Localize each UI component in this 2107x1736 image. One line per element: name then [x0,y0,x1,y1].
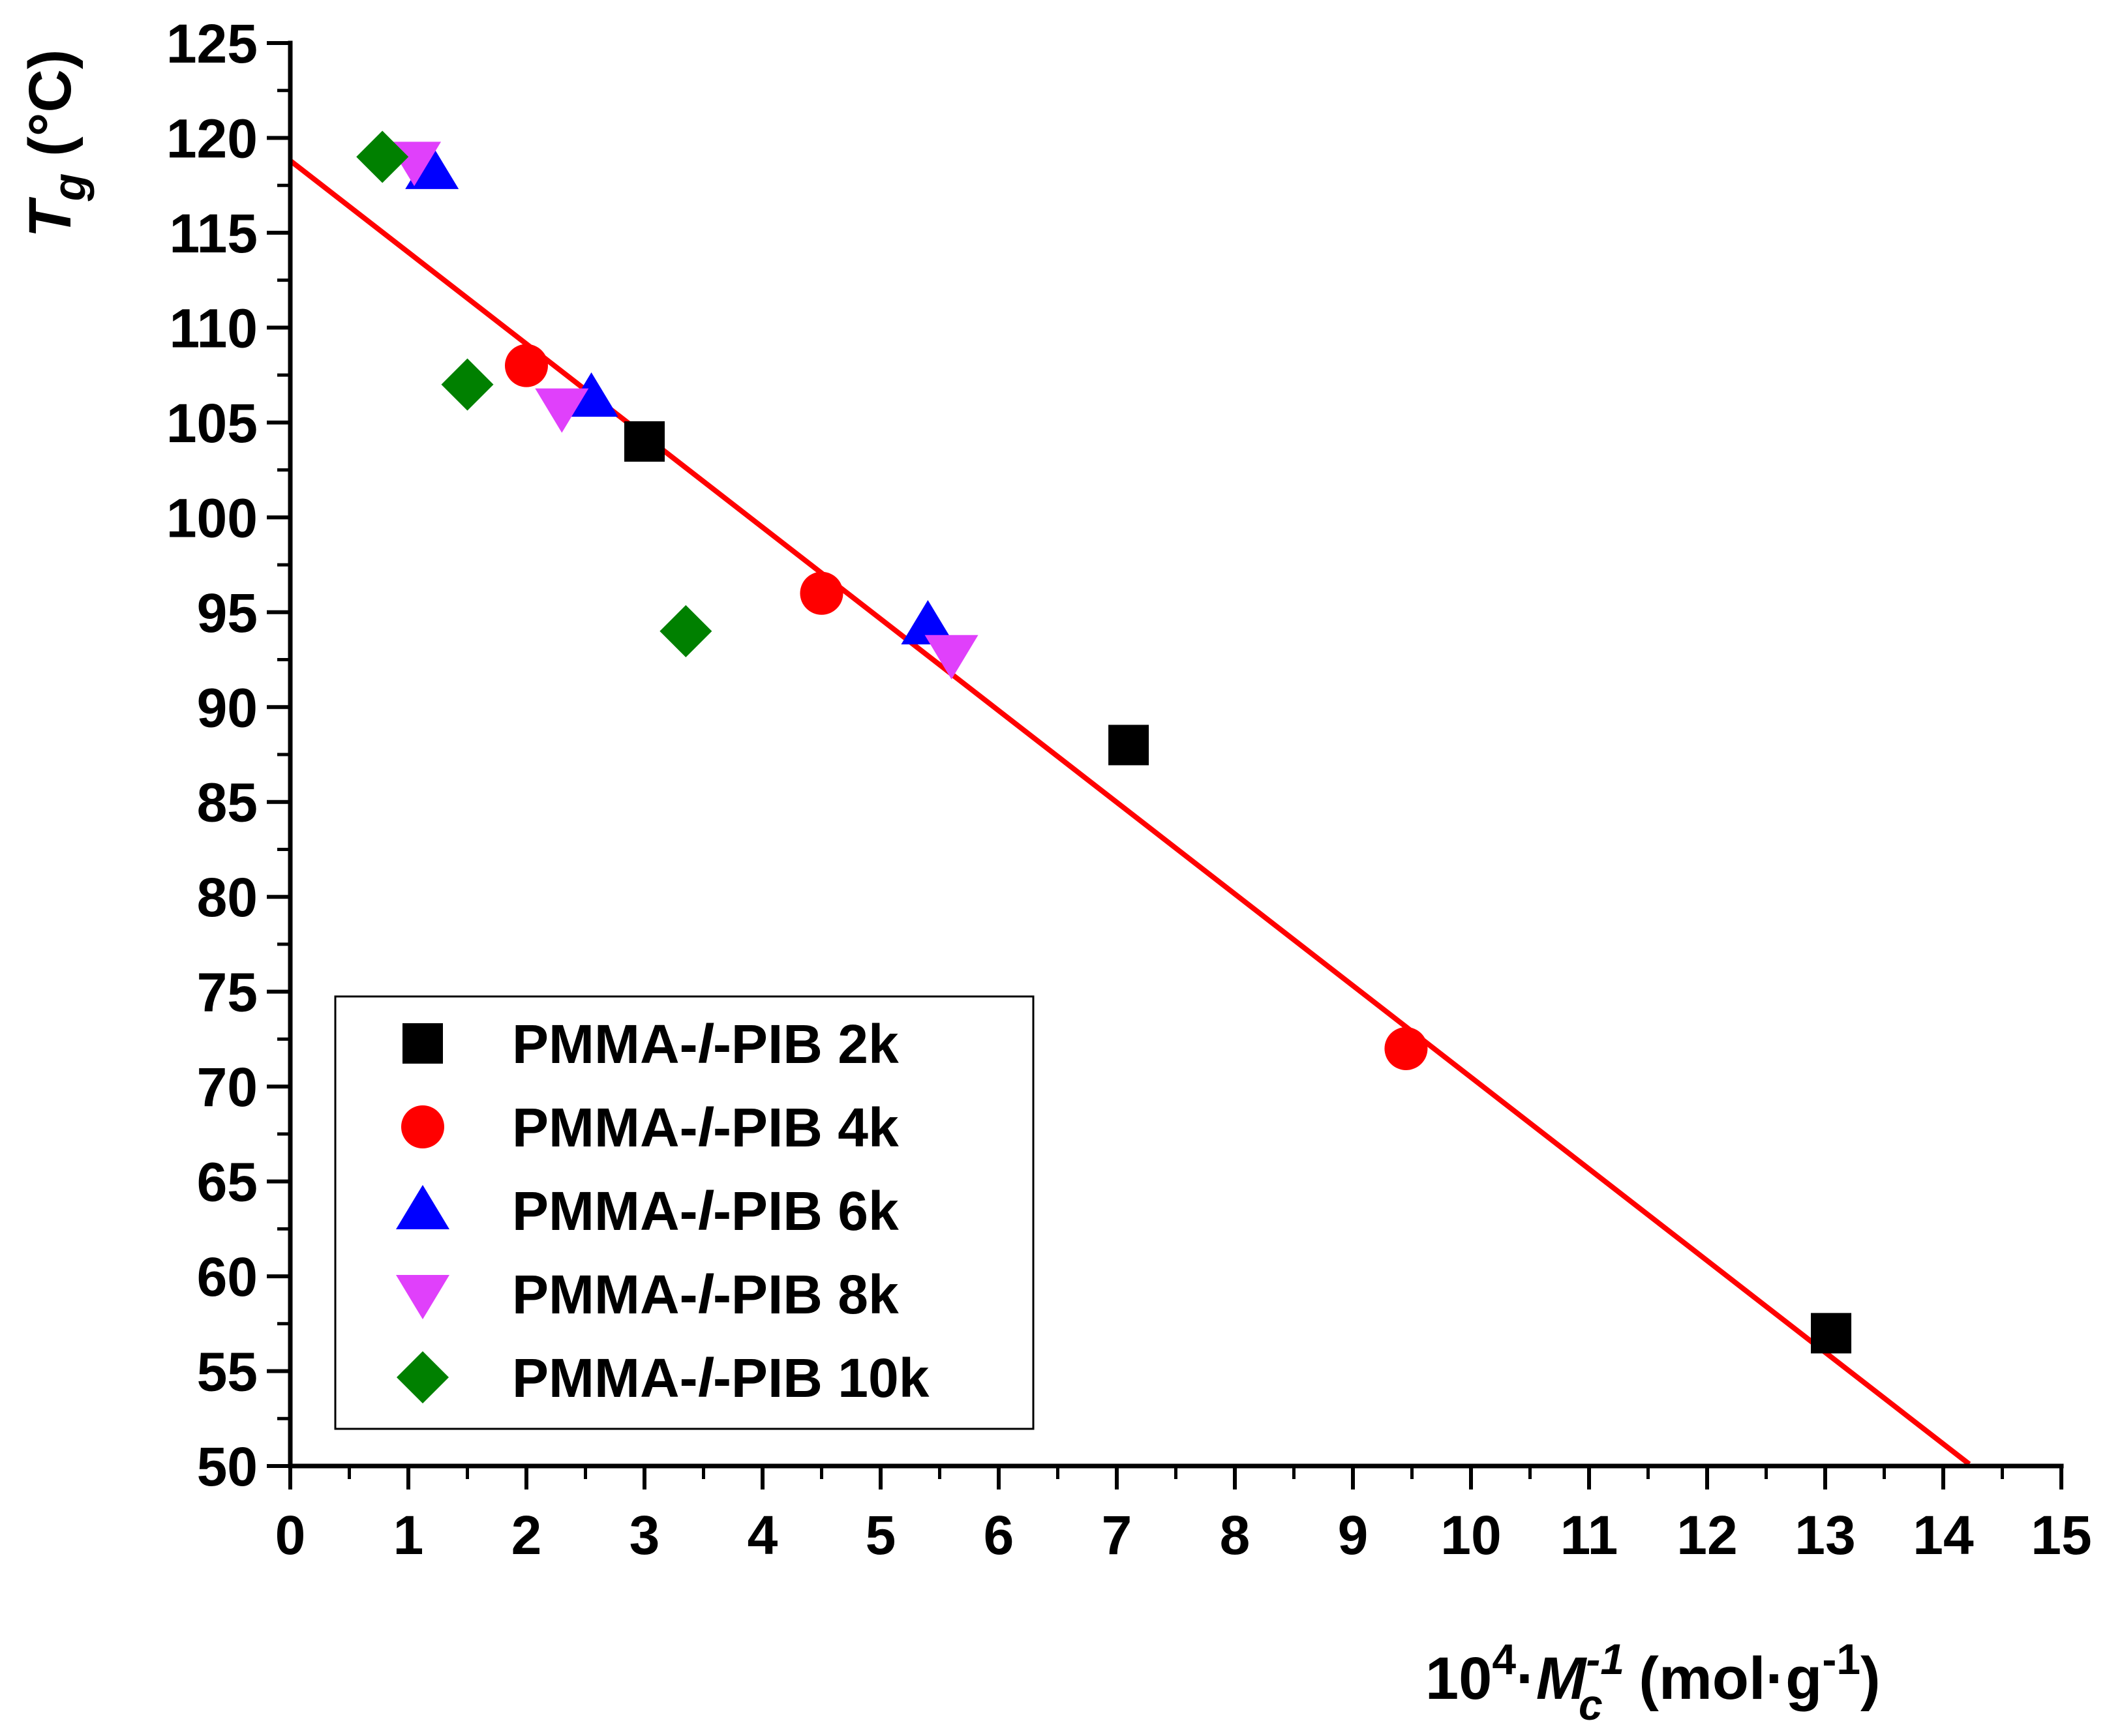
y-tick-label: 80 [197,867,258,928]
data-point-circle [800,571,843,615]
x-tick-label: 14 [1913,1504,1974,1566]
y-tick-label: 100 [166,487,258,548]
x-tick-label: 15 [2031,1504,2091,1566]
legend-item: PMMA-l-PIB 6k [396,1180,899,1242]
x-axis-title-unit-close: ) [1860,1645,1881,1712]
y-axis-title-var: T [17,197,83,238]
y-tick-label: 105 [166,393,258,454]
legend-label: PMMA-l-PIB 2k [512,1013,899,1075]
legend-item: PMMA-l-PIB 2k [402,1013,899,1075]
y-tick-label: 90 [197,677,258,738]
x-axis-title-var-sup: -1 [1586,1635,1624,1683]
data-point-triangle-down [535,388,589,433]
legend-marker-diamond [397,1351,449,1403]
legend-marker-triangle-down [396,1275,449,1319]
legend-item: PMMA-l-PIB 10k [397,1347,930,1409]
legend-label: PMMA-l-PIB 8k [512,1264,899,1325]
x-axis-ticks: 0 1 2 3 4 5 6 7 8 9 10 11 12 13 14 15 [275,1466,2092,1566]
x-tick-label: 4 [748,1504,778,1566]
x-tick-label: 6 [984,1504,1014,1566]
legend-item: PMMA-l-PIB 4k [401,1097,899,1158]
x-axis-title-exp: 4 [1492,1635,1516,1683]
data-points-layer [356,130,1852,1354]
data-point-circle [1384,1026,1428,1070]
x-tick-label: 2 [511,1504,542,1566]
data-point-triangle-up [901,600,955,645]
x-tick-label: 8 [1220,1504,1251,1566]
x-axis-title-var-sub: c [1579,1681,1603,1729]
y-tick-label: 115 [169,203,258,264]
y-axis-title: Tg (°C) [17,49,95,237]
y-tick-label: 50 [197,1436,258,1497]
legend-label: PMMA-l-PIB 10k [512,1347,930,1409]
y-axis-title-unit: (°C) [17,49,83,173]
y-tick-label: 65 [197,1152,258,1213]
y-tick-label: 70 [197,1056,258,1118]
y-tick-label: 125 [166,13,258,74]
legend-marker-triangle-up [396,1185,449,1229]
data-point-square [624,421,665,462]
axes-layer: 0 1 2 3 4 5 6 7 8 9 10 11 12 13 14 15 50556065707580859… [166,13,2092,1566]
y-tick-label: 110 [169,297,258,359]
data-point-square [1811,1313,1852,1354]
legend-label: PMMA-l-PIB 6k [512,1180,899,1242]
x-tick-label: 10 [1440,1504,1501,1566]
x-tick-label: 3 [629,1504,660,1566]
y-tick-label: 85 [197,772,258,833]
y-tick-label: 60 [197,1246,258,1308]
legend: PMMA-l-PIB 2k PMMA-l-PIB 4k PMMA-l-PIB 6k P… [334,995,1035,1430]
data-point-square [1108,725,1149,766]
legend-label: PMMA-l-PIB 4k [512,1097,899,1158]
data-point-diamond [441,358,494,411]
x-tick-label: 9 [1338,1504,1369,1566]
x-tick-label: 5 [866,1504,896,1566]
legend-marker-square [402,1023,443,1064]
x-tick-label: 13 [1795,1504,1855,1566]
x-axis-title: 104·M-1 c (mol·g-1) [1425,1635,1881,1729]
x-tick-label: 7 [1102,1504,1132,1566]
y-tick-label: 120 [166,108,258,169]
legend-box [334,995,1035,1430]
fit-line [288,158,1971,1467]
legend-items: PMMA-l-PIB 2k PMMA-l-PIB 4k PMMA-l-PIB 6k P… [396,1013,930,1409]
x-tick-label: 1 [393,1504,424,1566]
y-axis-title-sub: g [44,173,95,202]
legend-item: PMMA-l-PIB 8k [396,1264,899,1325]
x-axis-title-dot: · [1516,1645,1536,1712]
y-axis-ticks: 50 55 60 65 70 75 80 85 90 95 100 105 110 115 120 125 [166,13,290,1497]
data-point-circle [505,344,548,387]
data-point-diamond [356,130,409,183]
x-axis-title-var: M [1536,1645,1588,1712]
y-tick-label: 75 [197,962,258,1023]
y-tick-label: 95 [197,582,258,644]
x-tick-label: 11 [1560,1504,1618,1566]
data-point-triangle-down [924,635,978,680]
fit-line-layer [288,158,1971,1467]
x-axis-title-unit-open: (mol·g [1622,1645,1823,1712]
x-axis-title-base: 10 [1425,1645,1492,1712]
x-axis-title-unit-sup: -1 [1822,1635,1860,1683]
x-tick-label: 0 [275,1504,306,1566]
data-point-diamond [659,605,712,657]
x-tick-label: 12 [1676,1504,1737,1566]
y-tick-label: 55 [197,1341,258,1403]
legend-marker-circle [401,1105,444,1148]
